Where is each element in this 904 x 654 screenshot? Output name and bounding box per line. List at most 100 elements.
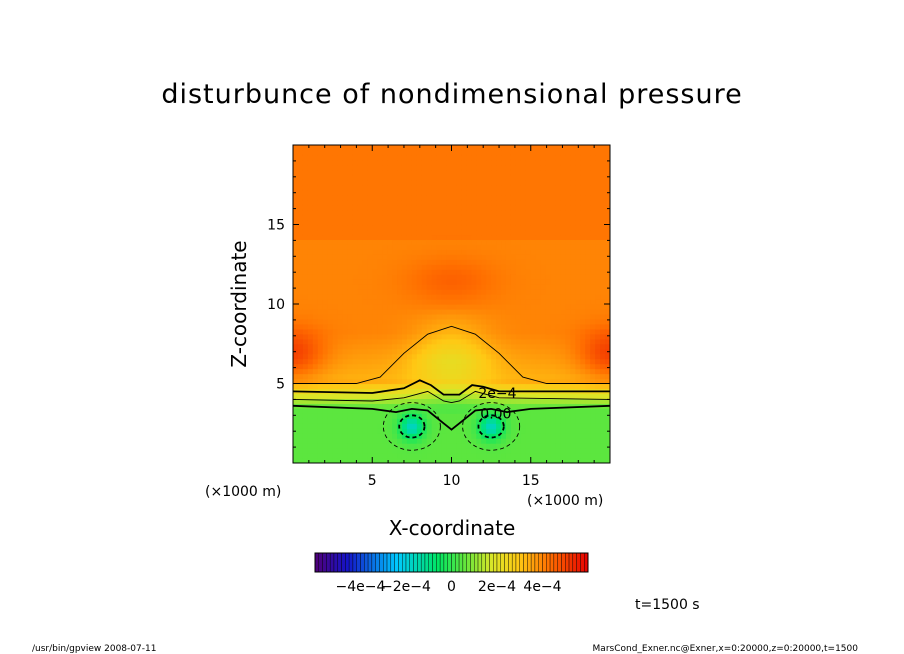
field-cell — [416, 448, 423, 454]
field-cell — [575, 348, 581, 355]
field-cell — [575, 453, 581, 459]
field-cell — [431, 453, 438, 459]
field-cell — [302, 443, 309, 449]
field-cell — [377, 413, 383, 419]
field-cell — [411, 204, 418, 211]
field-cell — [605, 343, 610, 350]
field-cell — [491, 388, 497, 395]
field-cell — [367, 264, 373, 270]
field-cell — [401, 179, 408, 186]
field-cell — [337, 373, 344, 380]
field-cell — [441, 318, 448, 325]
field-cell — [317, 174, 324, 181]
field-cell — [446, 194, 453, 201]
field-cell — [317, 458, 324, 463]
field-cell — [550, 259, 557, 265]
field-cell — [510, 279, 517, 285]
field-cell — [515, 214, 522, 221]
field-cell — [416, 413, 423, 419]
field-cell — [486, 294, 492, 300]
field-cell — [416, 279, 423, 285]
field-cell — [486, 358, 492, 365]
field-cell — [525, 264, 532, 270]
field-cell — [352, 353, 358, 360]
field-cell — [545, 244, 552, 250]
field-cell — [342, 174, 349, 181]
colorbar-segment — [314, 552, 319, 573]
field-cell — [595, 308, 601, 315]
field-cell — [585, 413, 591, 419]
field-cell — [535, 328, 542, 335]
field-cell — [560, 423, 567, 429]
field-cell — [307, 323, 314, 330]
field-cell — [580, 308, 586, 315]
field-cell — [570, 254, 576, 260]
field-cell — [401, 428, 408, 434]
field-cell — [505, 368, 512, 375]
field-cell — [466, 373, 472, 380]
field-cell — [446, 219, 453, 226]
field-cell — [342, 328, 349, 335]
field-cell — [421, 179, 428, 186]
field-cell — [466, 294, 472, 300]
field-cell — [347, 408, 354, 414]
field-cell — [357, 194, 363, 201]
field-cell — [362, 338, 368, 345]
colorbar-segment — [329, 552, 335, 573]
field-cell — [372, 264, 378, 270]
field-cell — [590, 264, 596, 270]
field-cell — [387, 299, 393, 305]
field-cell — [342, 284, 349, 290]
field-cell — [436, 323, 443, 330]
field-cell — [387, 249, 393, 255]
field-cell — [327, 443, 334, 449]
field-cell — [570, 333, 576, 340]
field-cell — [392, 458, 398, 463]
field-cell — [540, 164, 547, 171]
field-cell — [352, 174, 358, 181]
field-cell — [367, 308, 373, 315]
field-cell — [382, 438, 388, 444]
field-cell — [491, 363, 497, 370]
field-cell — [580, 194, 586, 201]
field-cell — [307, 448, 314, 454]
field-cell — [570, 453, 576, 459]
field-cell — [570, 408, 576, 414]
field-cell — [426, 343, 433, 350]
field-cell — [565, 418, 571, 424]
field-cell — [426, 169, 433, 176]
field-cell — [426, 204, 433, 211]
field-cell — [565, 413, 571, 419]
field-cell — [312, 353, 319, 360]
field-cell — [416, 269, 423, 275]
field-cell — [590, 249, 596, 255]
field-cell — [466, 279, 472, 285]
field-cell — [530, 239, 537, 245]
field-cell — [377, 378, 383, 385]
field-cell — [520, 383, 527, 390]
field-cell — [510, 239, 517, 245]
field-cell — [317, 348, 324, 355]
field-cell — [605, 328, 610, 335]
field-cell — [466, 333, 472, 340]
field-cell — [471, 448, 477, 454]
field-cell — [446, 249, 453, 255]
field-cell — [293, 398, 299, 404]
field-cell — [555, 244, 562, 250]
field-cell — [377, 179, 383, 186]
field-cell — [585, 363, 591, 370]
field-cell — [312, 224, 319, 231]
field-cell — [411, 433, 418, 439]
field-cell — [545, 333, 552, 340]
field-cell — [317, 234, 324, 241]
field-cell — [555, 294, 562, 300]
field-cell — [352, 239, 358, 245]
field-cell — [436, 159, 443, 166]
colorbar-segment — [356, 552, 361, 573]
field-cell — [431, 423, 438, 429]
field-cell — [491, 169, 497, 176]
field-cell — [491, 154, 497, 161]
field-cell — [486, 149, 492, 156]
field-cell — [600, 199, 606, 206]
field-cell — [595, 149, 601, 156]
